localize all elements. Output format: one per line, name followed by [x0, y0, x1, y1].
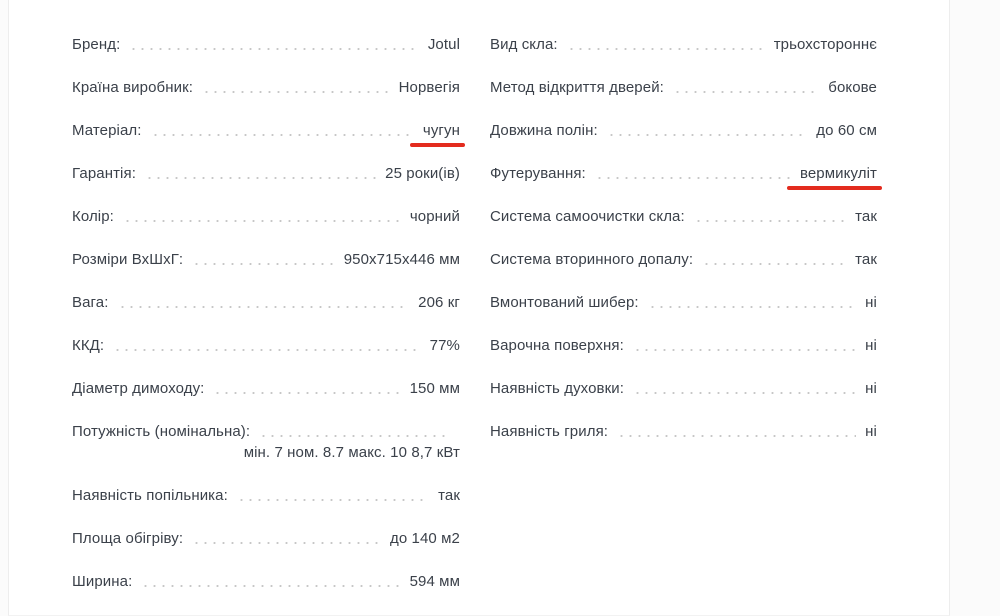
- spec-label: Колір:: [72, 208, 114, 225]
- spec-row: Потужність (номінальна): мін. 7 ном. 8.7 …: [72, 422, 460, 462]
- spec-row: Колір: чорний: [72, 207, 460, 226]
- spec-row: Вага: 206 кг: [72, 293, 460, 312]
- spec-row: Діаметр димоходу: 150 мм: [72, 379, 460, 398]
- dotted-leader: [594, 177, 791, 179]
- spec-value: 77%: [429, 337, 460, 354]
- spec-value: до 140 м2: [389, 530, 460, 547]
- dotted-leader: [566, 48, 765, 50]
- dotted-leader: [693, 220, 847, 222]
- spec-value: так: [855, 251, 877, 268]
- spec-label: Варочна поверхня:: [490, 337, 624, 354]
- dotted-leader: [150, 134, 414, 136]
- spec-value: ні: [865, 380, 877, 397]
- spec-row: ККД: 77%: [72, 336, 460, 355]
- spec-label: Вага:: [72, 294, 109, 311]
- spec-value: трьохстороннє: [773, 36, 877, 53]
- spec-value: чорний: [409, 208, 460, 225]
- specs-column-left: Бренд: Jotul Країна виробник: Норвегія Матер…: [72, 35, 465, 615]
- spec-label: Гарантія:: [72, 165, 136, 182]
- spec-label: ККД:: [72, 337, 105, 354]
- spec-row: Вмонтований шибер: ні: [490, 293, 877, 312]
- dotted-leader: [633, 392, 857, 394]
- spec-value: до 60 см: [816, 122, 877, 139]
- spec-row: Розміри ВхШхГ: 950х715х446 мм: [72, 250, 460, 269]
- dotted-leader: [213, 392, 401, 394]
- spec-value: ні: [865, 423, 877, 440]
- dotted-leader: [192, 263, 335, 265]
- dotted-leader: [117, 306, 410, 308]
- dotted-leader: [192, 542, 381, 544]
- dotted-leader: [672, 91, 820, 93]
- spec-value: ні: [865, 294, 877, 311]
- spec-value: 150 мм: [409, 380, 460, 397]
- spec-label: Футерування:: [490, 165, 586, 182]
- spec-row: Наявність гриля: ні: [490, 422, 877, 441]
- spec-row: Варочна поверхня: ні: [490, 336, 877, 355]
- spec-value: Jotul: [427, 36, 460, 53]
- spec-row: Ширина: 594 мм: [72, 572, 460, 591]
- spec-row: Система самоочистки скла: так: [490, 207, 877, 226]
- spec-value: бокове: [828, 79, 877, 96]
- spec-label: Вид скла:: [490, 36, 558, 53]
- spec-label: Вмонтований шибер:: [490, 294, 639, 311]
- spec-label: Країна виробник:: [72, 79, 193, 96]
- spec-label: Метод відкриття дверей:: [490, 79, 664, 96]
- dotted-leader: [122, 220, 401, 222]
- spec-row: Матеріал: чугун: [72, 121, 465, 147]
- specs-column-right: Вид скла: трьохстороннє Метод відкриття дв…: [490, 35, 882, 615]
- red-underline: [409, 143, 465, 147]
- spec-row: Бренд: Jotul: [72, 35, 460, 54]
- spec-row: Гарантія: 25 роки(ів): [72, 164, 460, 183]
- spec-label: Розміри ВхШхГ:: [72, 251, 184, 268]
- dotted-leader: [129, 48, 419, 50]
- spec-label: Матеріал:: [72, 122, 142, 139]
- spec-value-highlighted: вермикуліт: [786, 164, 882, 190]
- dotted-leader: [606, 134, 808, 136]
- spec-value: Норвегія: [398, 79, 460, 96]
- spec-label: Наявність гриля:: [490, 423, 609, 440]
- spec-label: Площа обігріву:: [72, 530, 184, 547]
- dotted-leader: [647, 306, 857, 308]
- spec-value: 206 кг: [418, 294, 460, 311]
- spec-value: 594 мм: [409, 573, 460, 590]
- dotted-leader: [113, 349, 421, 351]
- spec-row: Країна виробник: Норвегія: [72, 78, 460, 97]
- dotted-leader: [617, 435, 857, 437]
- spec-label: Потужність (номінальна):: [72, 423, 251, 440]
- spec-label: Ширина:: [72, 573, 133, 590]
- dotted-leader: [236, 499, 430, 501]
- spec-row: Метод відкриття дверей: бокове: [490, 78, 877, 97]
- spec-label: Довжина полін:: [490, 122, 598, 139]
- spec-label: Наявність попільника:: [72, 487, 228, 504]
- spec-label: Діаметр димоходу:: [72, 380, 205, 397]
- specifications-table: Бренд: Jotul Країна виробник: Норвегія Матер…: [9, 0, 949, 615]
- spec-label: Бренд:: [72, 36, 121, 53]
- spec-row: Система вторинного допалу: так: [490, 250, 877, 269]
- red-underline: [786, 186, 882, 190]
- dotted-leader: [632, 349, 857, 351]
- spec-value: 950х715х446 мм: [343, 251, 460, 268]
- dotted-leader: [141, 585, 401, 587]
- spec-row: Наявність духовки: ні: [490, 379, 877, 398]
- spec-row: Наявність попільника: так: [72, 486, 460, 505]
- dotted-leader: [202, 91, 390, 93]
- spec-row: Футерування: вермикуліт: [490, 164, 882, 190]
- spec-value: 25 роки(ів): [385, 165, 460, 182]
- spec-value: так: [438, 487, 460, 504]
- spec-label: Система самоочистки скла:: [490, 208, 685, 225]
- specifications-card: Бренд: Jotul Країна виробник: Норвегія Матер…: [8, 0, 950, 616]
- spec-value: ні: [865, 337, 877, 354]
- spec-value: так: [855, 208, 877, 225]
- dotted-leader: [259, 435, 451, 437]
- spec-row: Вид скла: трьохстороннє: [490, 35, 877, 54]
- spec-label: Наявність духовки:: [490, 380, 625, 397]
- spec-row: Довжина полін: до 60 см: [490, 121, 877, 140]
- dotted-leader: [702, 263, 847, 265]
- spec-value: мін. 7 ном. 8.7 макс. 10 8,7 кВт: [243, 444, 460, 461]
- spec-row: Площа обігріву: до 140 м2: [72, 529, 460, 548]
- spec-label: Система вторинного допалу:: [490, 251, 694, 268]
- dotted-leader: [144, 177, 377, 179]
- spec-value-highlighted: чугун: [409, 121, 465, 147]
